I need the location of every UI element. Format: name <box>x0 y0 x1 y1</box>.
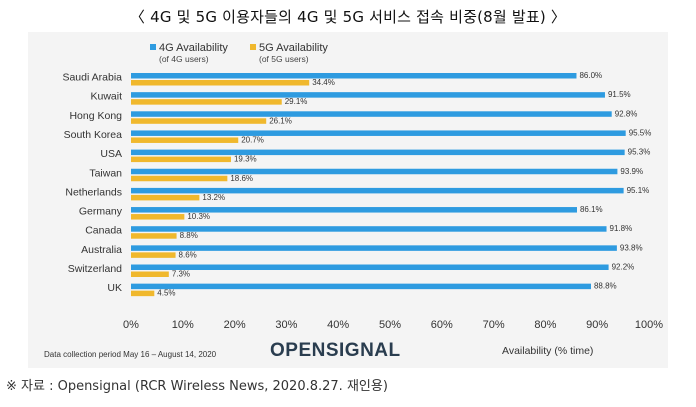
x-tick-label-30: 30% <box>275 319 297 331</box>
bar-4g-usa <box>131 149 625 156</box>
data-label-5g-taiwan: 18.6% <box>230 174 253 183</box>
bar-5g-kuwait <box>131 99 282 105</box>
bar-4g-netherlands <box>131 187 624 194</box>
availability-bar-chart: 4G Availability(of 4G users) 5G Availabil… <box>44 42 663 361</box>
data-label-4g-usa: 95.3% <box>628 148 651 157</box>
data-label-4g-switzerland: 92.2% <box>612 263 635 272</box>
x-tick-label-60: 60% <box>431 319 453 331</box>
data-label-4g-germany: 86.1% <box>580 205 603 214</box>
legend-sublabel-4g: (of 4G users) <box>159 54 209 64</box>
x-tick-label-70: 70% <box>483 319 505 331</box>
bar-5g-canada <box>131 233 177 239</box>
data-label-5g-saudi-arabia: 34.4% <box>312 78 335 87</box>
legend-label-4g: 4G Availability <box>159 42 228 54</box>
bar-5g-taiwan <box>131 175 228 182</box>
data-label-5g-australia: 8.6% <box>179 250 197 259</box>
category-label-taiwan: Taiwan <box>89 167 122 179</box>
data-label-5g-usa: 19.3% <box>234 155 257 164</box>
x-tick-label-40: 40% <box>327 319 349 331</box>
bar-4g-germany <box>131 207 577 213</box>
bar-5g-hong-kong <box>131 118 267 124</box>
data-collection-note: Data collection period May 16 – August 1… <box>44 350 217 359</box>
data-label-5g-canada: 8.8% <box>180 231 198 240</box>
data-label-5g-hong-kong: 26.1% <box>269 116 292 125</box>
bar-4g-taiwan <box>131 168 618 175</box>
data-label-4g-saudi-arabia: 86.0% <box>579 71 602 80</box>
category-label-uk: UK <box>107 282 122 294</box>
bar-5g-saudi-arabia <box>131 80 310 86</box>
source-note: ※ 자료 : Opensignal (RCR Wireless News, 20… <box>6 379 388 394</box>
opensignal-logo: OPENSIGNAL <box>270 340 401 361</box>
bar-4g-south-korea <box>131 130 626 136</box>
data-label-4g-south-korea: 95.5% <box>629 128 652 137</box>
bar-5g-australia <box>131 252 176 258</box>
category-label-australia: Australia <box>81 244 122 256</box>
data-label-5g-netherlands: 13.2% <box>202 193 225 202</box>
legend-label-5g: 5G Availability <box>259 42 328 54</box>
page-title: 〈 4G 및 5G 이용자들의 4G 및 5G 서비스 접속 비중(8월 발표)… <box>129 8 567 26</box>
data-label-4g-taiwan: 93.9% <box>620 167 643 176</box>
data-label-4g-kuwait: 91.5% <box>608 90 631 99</box>
data-label-5g-uk: 4.5% <box>157 289 175 298</box>
category-label-germany: Germany <box>79 206 123 218</box>
category-label-netherlands: Netherlands <box>65 186 122 198</box>
category-label-kuwait: Kuwait <box>90 91 122 103</box>
data-label-4g-netherlands: 95.1% <box>627 186 650 195</box>
x-tick-label-50: 50% <box>379 319 401 331</box>
x-tick-label-0: 0% <box>123 319 139 331</box>
category-label-south-korea: South Korea <box>64 129 123 141</box>
bar-4g-hong-kong <box>131 111 612 117</box>
bar-5g-switzerland <box>131 271 169 277</box>
bar-4g-switzerland <box>131 264 609 270</box>
bar-4g-canada <box>131 226 607 232</box>
x-axis-label: Availability (% time) <box>502 345 593 357</box>
x-tick-label-80: 80% <box>534 319 556 331</box>
x-tick-label-10: 10% <box>172 319 194 331</box>
bar-5g-germany <box>131 214 185 220</box>
bar-5g-south-korea <box>131 137 239 143</box>
bar-4g-saudi-arabia <box>131 73 577 79</box>
data-label-4g-canada: 91.8% <box>610 224 633 233</box>
category-label-hong-kong: Hong Kong <box>69 110 122 122</box>
data-label-5g-switzerland: 7.3% <box>172 270 190 279</box>
x-tick-label-90: 90% <box>586 319 608 331</box>
category-label-switzerland: Switzerland <box>68 263 122 275</box>
category-label-saudi-arabia: Saudi Arabia <box>62 72 122 84</box>
legend-swatch-4g <box>150 44 156 50</box>
bar-5g-usa <box>131 156 231 163</box>
legend-swatch-5g <box>250 44 256 50</box>
bar-4g-uk <box>131 283 591 290</box>
category-label-usa: USA <box>100 148 122 160</box>
category-label-canada: Canada <box>85 225 122 237</box>
data-label-4g-hong-kong: 92.8% <box>615 109 638 118</box>
bar-5g-netherlands <box>131 194 200 201</box>
bar-4g-kuwait <box>131 92 605 98</box>
data-label-5g-kuwait: 29.1% <box>285 97 308 106</box>
bar-4g-australia <box>131 245 617 251</box>
legend-sublabel-5g: (of 5G users) <box>259 54 309 64</box>
data-label-4g-uk: 88.8% <box>594 282 617 291</box>
data-label-5g-germany: 10.3% <box>187 212 210 221</box>
bar-5g-uk <box>131 290 155 297</box>
data-label-4g-australia: 93.8% <box>620 243 643 252</box>
x-tick-label-20: 20% <box>224 319 246 331</box>
data-label-5g-south-korea: 20.7% <box>241 135 264 144</box>
x-tick-label-100: 100% <box>635 319 663 331</box>
